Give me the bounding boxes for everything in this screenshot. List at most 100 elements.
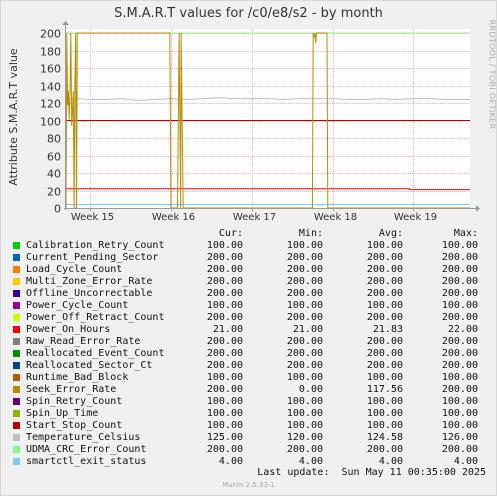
legend-row: Raw_Read_Error_Rate 200.00 200.00 200.00 200… [0, 336, 497, 348]
legend-label: Temperature_Celsius [26, 432, 141, 443]
legend-swatch [13, 266, 20, 273]
y-tick-label: 100 [40, 116, 61, 129]
legend-row: Start_Stop_Count 100.00 100.00 100.00 100.00 [0, 420, 497, 432]
legend-cur-value: 200.00 [206, 276, 243, 287]
legend-max-value: 200.00 [441, 360, 478, 371]
legend-row: Reallocated_Event_Count 200.00 200.00 200.0… [0, 348, 497, 360]
legend-min-value: 4.00 [298, 456, 323, 467]
y-tick-label: 20 [47, 186, 61, 199]
y-tick-label: 40 [47, 168, 61, 181]
legend-avg-value: 117.56 [366, 384, 403, 395]
series-line [65, 97, 470, 101]
legend-cur-value: 200.00 [206, 288, 243, 299]
header-max: Max: [453, 228, 478, 239]
legend-min-value: 100.00 [286, 300, 323, 311]
legend-cur-value: 200.00 [206, 384, 243, 395]
legend-max-value: 4.00 [453, 456, 478, 467]
legend-cur-value: 100.00 [206, 420, 243, 431]
x-axis-arrow [476, 205, 480, 212]
legend-row: Offline_Uncorrectable 200.00 200.00 200.00 2… [0, 288, 497, 300]
y-tick-label: 60 [47, 151, 61, 164]
legend-avg-value: 100.00 [366, 396, 403, 407]
legend-cur-value: 200.00 [206, 360, 243, 371]
legend-avg-value: 100.00 [366, 372, 403, 383]
legend-min-value: 200.00 [286, 252, 323, 263]
x-tick-label: Week 15 [71, 212, 114, 223]
legend-swatch [13, 290, 20, 297]
legend-row: Spin_Up_Time 100.00 100.00 100.00 100.00 [0, 408, 497, 420]
legend-avg-value: 100.00 [366, 240, 403, 251]
x-tick-label: Week 18 [314, 212, 357, 223]
legend-min-value: 100.00 [286, 240, 323, 251]
legend-max-value: 200.00 [441, 312, 478, 323]
legend-label: Offline_Uncorrectable [26, 288, 153, 299]
legend-cur-value: 200.00 [206, 444, 243, 455]
header-avg: Avg: [378, 228, 403, 239]
chart-title: S.M.A.R.T values for /c0/e8/s2 - by mont… [114, 6, 383, 21]
legend-label: Power_On_Hours [26, 324, 111, 335]
legend-cur-value: 100.00 [206, 408, 243, 419]
legend-max-value: 100.00 [441, 240, 478, 251]
legend-swatch [13, 338, 20, 345]
legend-label: Seek_Error_Rate [26, 384, 117, 395]
legend-avg-value: 200.00 [366, 252, 403, 263]
y-tick-label: 160 [40, 63, 61, 76]
legend-max-value: 100.00 [441, 372, 478, 383]
legend-avg-value: 200.00 [366, 348, 403, 359]
legend-cur-value: 200.00 [206, 264, 243, 275]
series-line [66, 188, 470, 191]
x-tick-label: Week 19 [394, 212, 437, 223]
series-lines [65, 32, 470, 209]
legend-label: Calibration_Retry_Count [26, 240, 165, 251]
legend-label: UDMA_CRC_Error_Count [26, 444, 147, 455]
legend-max-value: 200.00 [441, 348, 478, 359]
legend-min-value: 200.00 [286, 288, 323, 299]
legend-cur-value: 200.00 [206, 252, 243, 263]
legend-max-value: 200.00 [441, 384, 478, 395]
legend-label: Runtime_Bad_Block [26, 372, 129, 383]
legend-min-value: 100.00 [286, 396, 323, 407]
legend-cur-value: 200.00 [206, 312, 243, 323]
legend-row: Load_Cycle_Count 200.00 200.00 200.00 200.00 [0, 264, 497, 276]
legend-avg-value: 100.00 [366, 300, 403, 311]
last-update: Last update: Sun May 11 00:35:00 2025 [257, 467, 486, 478]
legend-min-value: 200.00 [286, 276, 323, 287]
legend-avg-value: 200.00 [366, 276, 403, 287]
y-tick-label: 180 [40, 46, 61, 59]
legend-label: Load_Cycle_Count [26, 264, 123, 275]
legend-cur-value: 21.00 [212, 324, 243, 335]
legend-swatch [13, 242, 20, 249]
legend-avg-value: 4.00 [378, 456, 403, 467]
legend-max-value: 200.00 [441, 444, 478, 455]
legend-label: Raw_Read_Error_Rate [26, 336, 141, 347]
legend-avg-value: 200.00 [366, 288, 403, 299]
legend-row: Current_Pending_Sector 200.00 200.00 200.00… [0, 252, 497, 264]
legend-cur-value: 100.00 [206, 240, 243, 251]
legend-avg-value: 200.00 [366, 360, 403, 371]
legend-swatch [13, 386, 20, 393]
legend-swatch [13, 326, 20, 333]
legend-avg-value: 100.00 [366, 420, 403, 431]
legend-label: Spin_Retry_Count [26, 396, 123, 407]
legend-label: Multi_Zone_Error_Rate [26, 276, 153, 287]
legend-swatch [13, 410, 20, 417]
legend-min-value: 120.00 [286, 432, 323, 443]
legend-max-value: 200.00 [441, 288, 478, 299]
legend-label: Reallocated_Sector_Ct [26, 360, 153, 371]
header-min: Min: [298, 228, 323, 239]
legend-cur-value: 4.00 [218, 456, 243, 467]
legend-label: Current_Pending_Sector [26, 252, 159, 263]
x-tick-label: Week 16 [152, 212, 195, 223]
legend-row: Seek_Error_Rate 200.00 0.00 117.56 200.00 [0, 384, 497, 396]
legend-min-value: 0.00 [298, 384, 323, 395]
y-tick-label: 120 [40, 98, 61, 111]
y-axis-arrow [62, 21, 69, 25]
legend-swatch [13, 302, 20, 309]
legend-swatch [13, 254, 20, 261]
legend-cur-value: 100.00 [206, 396, 243, 407]
legend-min-value: 200.00 [286, 348, 323, 359]
legend-avg-value: 124.58 [366, 432, 403, 443]
legend-row: Power_On_Hours 21.00 21.00 21.83 22.00 [0, 324, 497, 336]
legend-swatch [13, 458, 20, 465]
